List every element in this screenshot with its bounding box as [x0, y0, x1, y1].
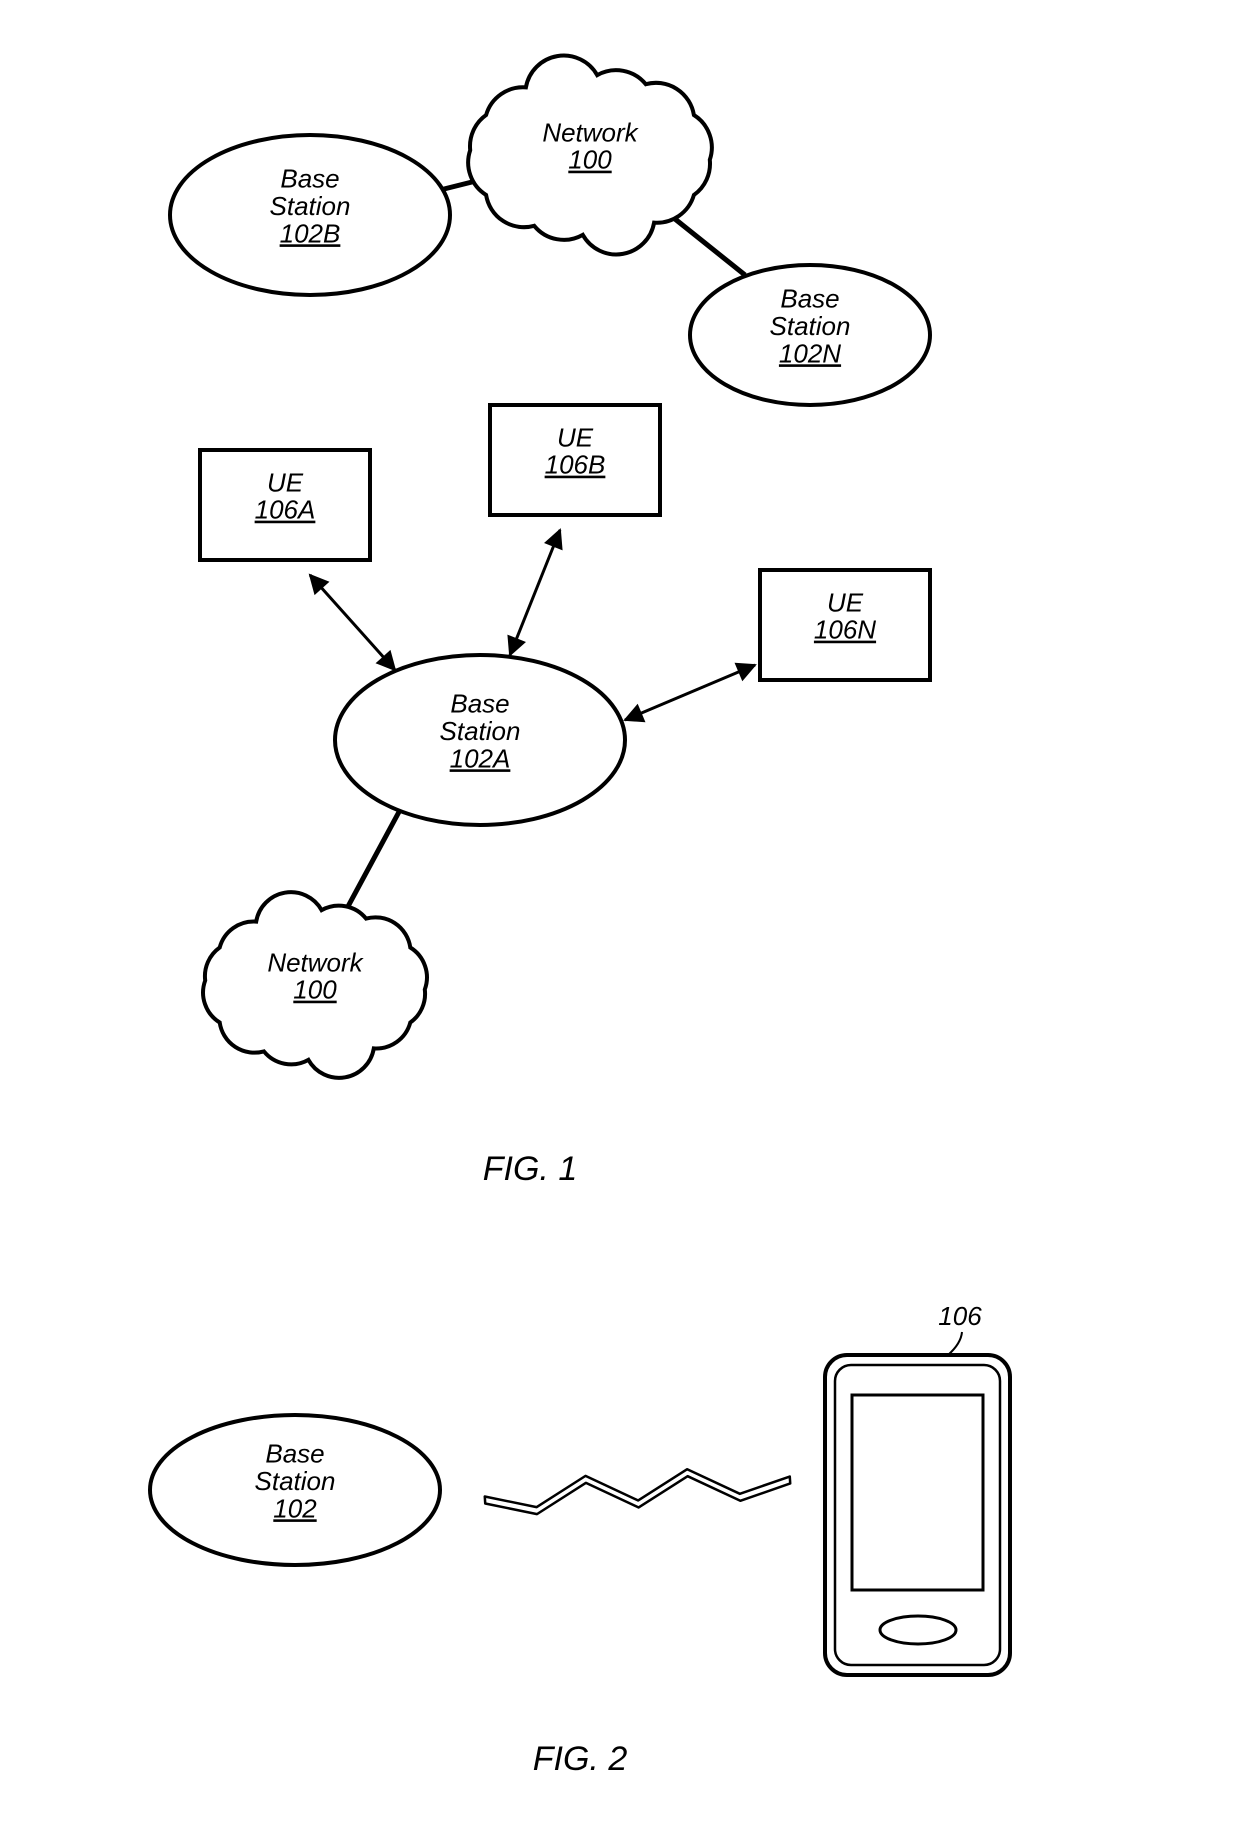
ellipse_right-label: BaseStation102N [770, 284, 851, 369]
ellipse_bs-label: BaseStation102A [440, 689, 521, 774]
fig1-caption: FIG. 1 [483, 1150, 577, 1188]
phone-ref-leader [948, 1332, 962, 1355]
ellipse_left-label: BaseStation102B [270, 164, 351, 249]
edge-cloud_top-ellipse_right [670, 215, 745, 275]
fig2-caption: FIG. 2 [533, 1740, 628, 1778]
edge-ellipse_bs-rect_ueN [625, 665, 755, 720]
edge-ellipse_bs-rect_ueB [510, 530, 560, 655]
edge-ellipse_bs-cloud_bot [345, 810, 400, 912]
wireless-bolt [485, 1469, 790, 1514]
edge-ellipse_bs-rect_ueA [310, 575, 395, 670]
phone-ref-label: 106 [938, 1301, 982, 1331]
